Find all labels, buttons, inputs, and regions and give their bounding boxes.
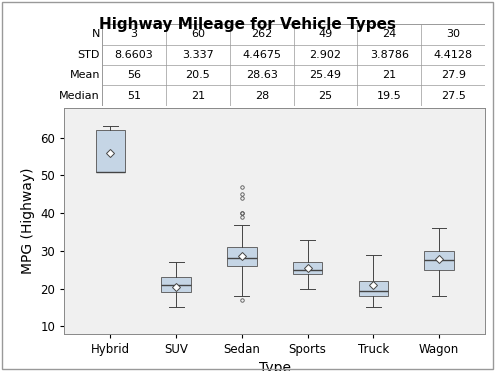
Text: 20.5: 20.5 (186, 70, 210, 80)
Text: 21: 21 (191, 91, 205, 101)
Text: Median: Median (59, 91, 100, 101)
Text: 4.4128: 4.4128 (434, 50, 473, 60)
Text: 49: 49 (318, 29, 333, 39)
Text: 27.5: 27.5 (441, 91, 466, 101)
Text: N: N (92, 29, 100, 39)
Text: STD: STD (78, 50, 100, 60)
Text: Mean: Mean (70, 70, 100, 80)
Text: 60: 60 (191, 29, 205, 39)
Text: 25: 25 (318, 91, 333, 101)
Text: 2.902: 2.902 (309, 50, 342, 60)
X-axis label: Type: Type (259, 361, 291, 371)
Text: 8.6603: 8.6603 (115, 50, 153, 60)
PathPatch shape (358, 281, 388, 296)
PathPatch shape (424, 251, 454, 270)
Text: 25.49: 25.49 (309, 70, 342, 80)
PathPatch shape (161, 277, 191, 292)
Text: 30: 30 (446, 29, 460, 39)
Text: 4.4675: 4.4675 (242, 50, 281, 60)
Text: 3.337: 3.337 (182, 50, 214, 60)
PathPatch shape (293, 262, 322, 273)
Text: 56: 56 (127, 70, 141, 80)
Text: 28: 28 (254, 91, 269, 101)
Text: 3: 3 (131, 29, 138, 39)
Text: 27.9: 27.9 (441, 70, 466, 80)
Text: 3.8786: 3.8786 (370, 50, 409, 60)
Text: 24: 24 (382, 29, 396, 39)
Text: 28.63: 28.63 (246, 70, 278, 80)
PathPatch shape (96, 130, 125, 172)
Text: Highway Mileage for Vehicle Types: Highway Mileage for Vehicle Types (99, 17, 396, 32)
FancyBboxPatch shape (102, 24, 485, 106)
Text: 19.5: 19.5 (377, 91, 402, 101)
Text: 262: 262 (251, 29, 272, 39)
Y-axis label: MPG (Highway): MPG (Highway) (21, 167, 35, 274)
Text: 21: 21 (382, 70, 396, 80)
Text: 51: 51 (127, 91, 141, 101)
PathPatch shape (227, 247, 256, 266)
